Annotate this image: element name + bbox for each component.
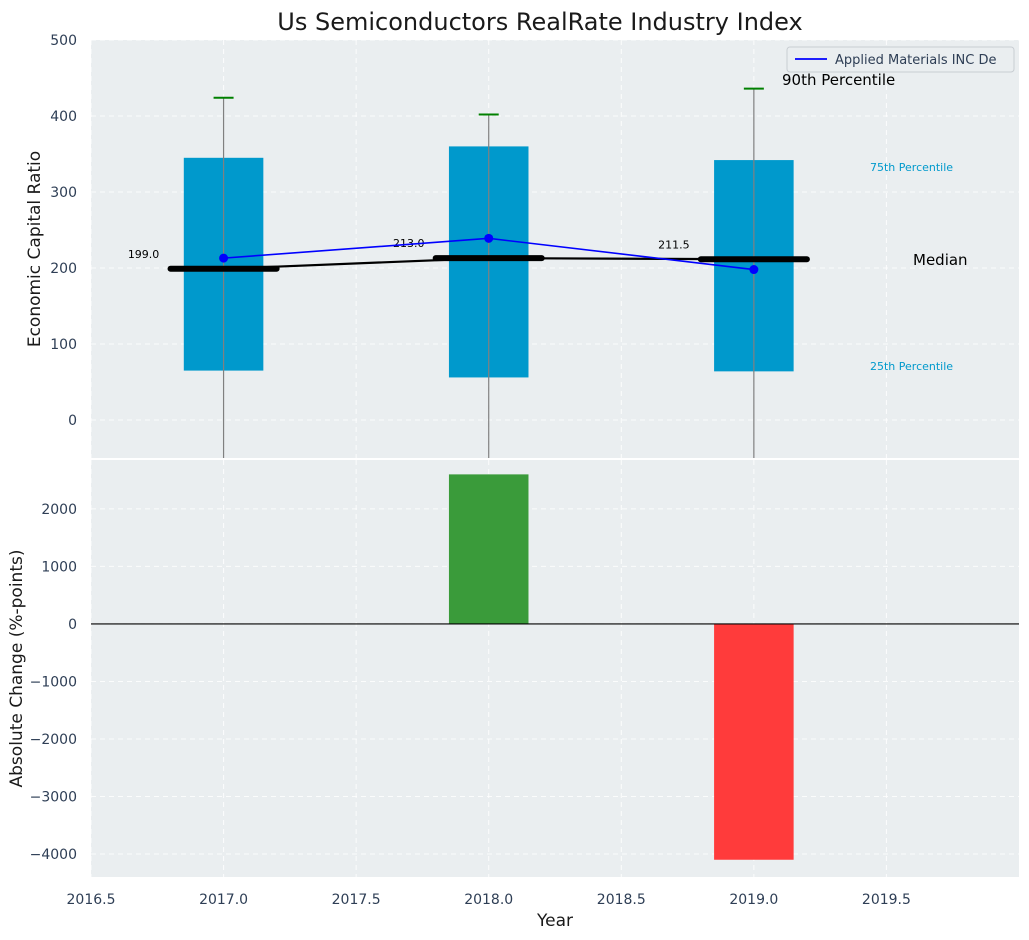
series-point [749, 265, 759, 275]
annotation-25th-percentile: 25th Percentile [870, 360, 953, 373]
y-tick-label: 200 [50, 261, 77, 277]
x-tick-label: 2018.5 [597, 892, 646, 908]
median-value-label: 211.5 [658, 238, 690, 251]
y-tick-label: 2000 [41, 502, 77, 518]
chart-title: Us Semiconductors RealRate Industry Inde… [277, 8, 802, 36]
y-tick-label: −3000 [30, 789, 77, 805]
y-tick-label: 400 [50, 109, 77, 125]
x-tick-label: 2019.0 [729, 892, 778, 908]
legend-label: Applied Materials INC De [835, 53, 997, 68]
top-y-ticks: 0 100 200 300 400 500 [50, 33, 77, 429]
x-tick-label: 2019.5 [862, 892, 911, 908]
top-y-axis-label: Economic Capital Ratio [25, 151, 45, 347]
bottom-panel: −4000 −3000 −2000 −1000 0 1000 2000 Absolute C… [7, 460, 1019, 877]
y-tick-label: 0 [68, 413, 77, 429]
legend: Applied Materials INC De [786, 46, 1015, 73]
bottom-y-axis-label: Absolute Change (%-points) [7, 550, 27, 788]
x-tick-label: 2017.0 [199, 892, 248, 908]
x-tick-label: 2016.5 [67, 892, 116, 908]
y-tick-label: −1000 [30, 674, 77, 690]
y-tick-label: 500 [50, 33, 77, 49]
bottom-panel-background [91, 460, 1019, 877]
y-tick-label: 100 [50, 337, 77, 353]
annotation-90th-percentile: 90th Percentile [782, 71, 895, 89]
annotation-75th-percentile: 75th Percentile [870, 161, 953, 174]
bottom-y-ticks: −4000 −3000 −2000 −1000 0 1000 2000 [30, 502, 77, 863]
negative-change-bar [714, 623, 794, 860]
x-tick-label: 2017.5 [332, 892, 381, 908]
y-tick-label: 300 [50, 185, 77, 201]
x-tick-label: 2018.0 [464, 892, 513, 908]
y-tick-label: −4000 [30, 847, 77, 863]
series-point [484, 233, 494, 243]
x-ticks: 2016.5 2017.0 2017.5 2018.0 2018.5 2019.0 2019… [67, 892, 911, 908]
y-tick-label: 1000 [41, 559, 77, 575]
legend-box [786, 46, 1015, 73]
series-point [219, 253, 229, 263]
positive-change-bar [448, 474, 529, 624]
median-value-label: 199.0 [128, 248, 160, 261]
x-axis-label: Year [536, 911, 573, 931]
bottom-marks [91, 474, 1019, 860]
annotation-median: Median [913, 251, 968, 269]
y-tick-label: 0 [68, 617, 77, 633]
y-tick-label: −2000 [30, 732, 77, 748]
